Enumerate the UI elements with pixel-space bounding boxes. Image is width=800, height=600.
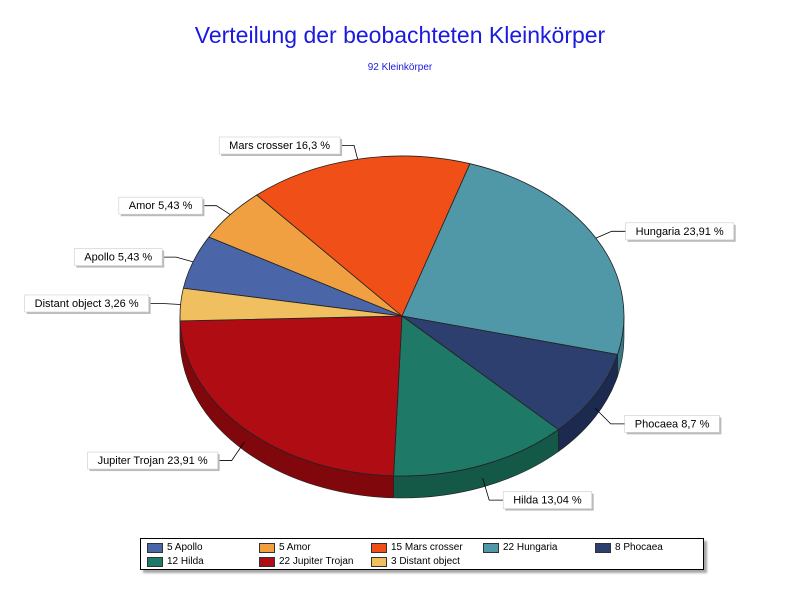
legend-label: 12 Hilda [167,556,204,567]
label-box-distant-object [24,294,149,313]
pie-slice-hilda[interactable] [393,315,560,477]
legend-label: 22 Jupiter Trojan [279,556,354,567]
legend-label: 15 Mars crosser [391,542,463,553]
legend-swatch [371,543,387,553]
label-box-jupiter-trojan [87,451,218,470]
legend-swatch [483,543,499,553]
label-leader-apollo [162,256,194,263]
pie-slice-phocaea[interactable] [401,315,619,431]
legend-label: 5 Apollo [167,542,203,553]
chart-legend: 5 Apollo 5 Amor 15 Mars crosser 22 Hungaria… [140,538,704,570]
chart-subtitle: 92 Kleinkörper [367,62,433,73]
label-leader-phocaea [594,407,625,425]
label-box-hungaria [625,222,735,241]
label-box-hilda [502,491,592,509]
pie-slice-hungaria[interactable] [401,163,625,355]
slice-label-apollo: Apollo 5,43 % [84,252,152,264]
slice-label-mars-crosser: Mars crosser 16,3 % [229,140,330,152]
pie-chart: Apollo 5,43 % Amor 5,43 % Mars crosser 16,… [24,136,736,511]
label-leader-mars-crosser [340,145,359,160]
slice-label-phocaea: Phocaea 8,7 % [635,418,710,430]
slice-label-hungaria: Hungaria 23,91 % [636,226,724,238]
label-leader-jupiter-trojan [217,441,245,461]
label-leader-hungaria [595,230,626,239]
label-leader-distant-object [148,303,181,305]
legend-label: 5 Amor [279,542,311,553]
label-box-mars-crosser [218,136,341,155]
label-box-amor [118,196,203,215]
slice-label-distant-object: Distant object 3,26 % [35,298,139,310]
chart-title: Verteilung der beobachteten Kleinkörper [194,22,606,48]
legend-label: 3 Distant object [391,556,460,567]
slice-label-hilda: Hilda 13,04 % [513,495,582,507]
label-box-apollo [73,248,163,266]
legend-label: 8 Phocaea [615,542,663,553]
slice-label-jupiter-trojan: Jupiter Trojan 23,91 % [98,455,208,467]
slice-label-amor: Amor 5,43 % [129,200,193,212]
label-box-phocaea [624,415,720,433]
legend-swatch [259,557,275,567]
pie-slice-jupiter-trojan[interactable] [179,315,403,477]
legend-swatch [595,543,611,553]
pie-slice-mars-crosser[interactable] [256,155,471,317]
label-leader-amor [202,205,231,215]
legend-swatch [147,543,163,553]
legend-swatch [147,557,163,567]
label-leader-hilda [482,478,504,501]
legend-swatch [259,543,275,553]
legend-swatch [371,557,387,567]
legend-label: 22 Hungaria [503,542,558,553]
